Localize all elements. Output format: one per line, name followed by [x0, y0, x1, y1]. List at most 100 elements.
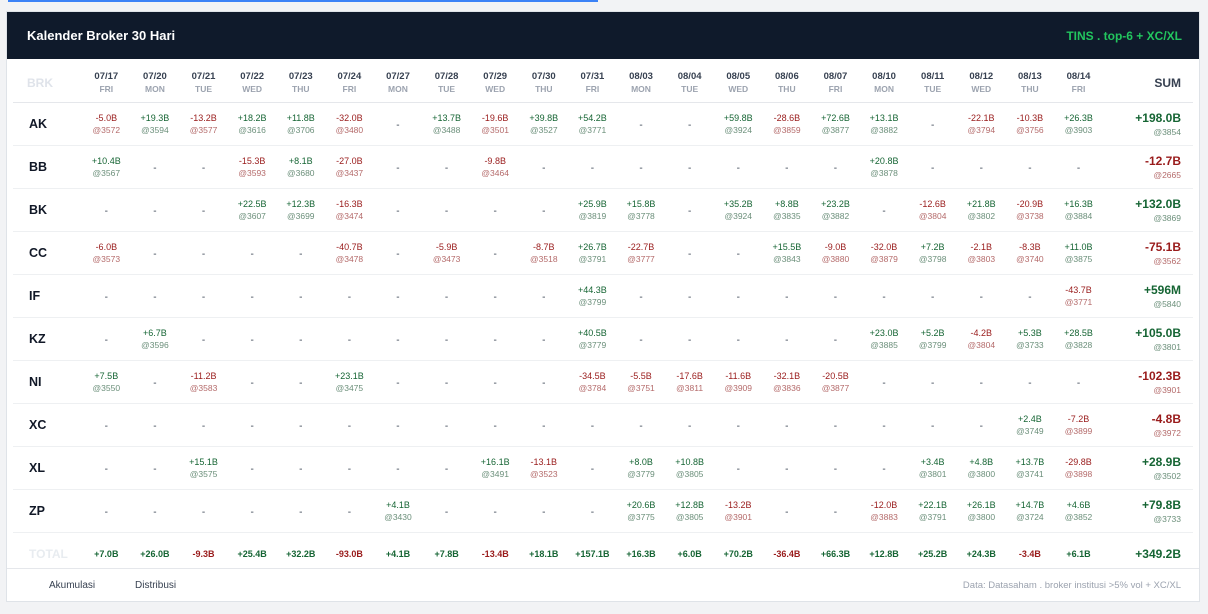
broker-day-cell[interactable]: - — [956, 274, 1006, 318]
broker-day-cell[interactable]: - — [130, 489, 180, 533]
broker-day-cell[interactable]: -19.6B @3501 — [470, 102, 520, 146]
broker-day-cell[interactable]: - — [519, 317, 569, 361]
broker-day-cell[interactable]: - — [713, 145, 763, 189]
broker-day-cell[interactable]: +16.1B @3491 — [470, 446, 520, 490]
broker-day-cell[interactable]: - — [519, 489, 569, 533]
broker-day-cell[interactable]: - — [373, 102, 423, 146]
broker-day-cell[interactable]: +28.5B @3828 — [1054, 317, 1103, 361]
broker-day-cell[interactable]: - — [373, 274, 423, 318]
broker-day-cell[interactable]: - — [519, 274, 569, 318]
broker-day-cell[interactable]: +8.1B @3680 — [276, 145, 326, 189]
broker-day-cell[interactable]: - — [227, 403, 277, 447]
broker-day-cell[interactable]: - — [908, 403, 957, 447]
broker-day-cell[interactable]: -22.7B @3777 — [616, 231, 666, 275]
broker-day-cell[interactable]: - — [713, 446, 763, 490]
broker-day-cell[interactable]: - — [908, 145, 957, 189]
broker-day-cell[interactable]: +4.6B @3852 — [1054, 489, 1103, 533]
broker-day-cell[interactable]: - — [276, 489, 326, 533]
broker-day-cell[interactable]: - — [1005, 360, 1055, 404]
broker-day-cell[interactable]: - — [82, 446, 131, 490]
broker-day-cell[interactable]: - — [325, 489, 374, 533]
broker-day-cell[interactable]: - — [762, 274, 812, 318]
broker-day-cell[interactable]: - — [859, 403, 909, 447]
broker-day-cell[interactable]: - — [1054, 360, 1103, 404]
broker-day-cell[interactable]: - — [470, 274, 520, 318]
broker-day-cell[interactable]: +7.2B @3798 — [908, 231, 957, 275]
broker-day-cell[interactable]: +11.8B @3706 — [276, 102, 326, 146]
broker-day-cell[interactable]: - — [665, 188, 714, 232]
broker-day-cell[interactable]: +5.3B @3733 — [1005, 317, 1055, 361]
broker-day-cell[interactable]: - — [1005, 274, 1055, 318]
legend-akumulasi[interactable]: Akumulasi — [49, 579, 96, 591]
broker-day-cell[interactable]: - — [811, 274, 860, 318]
broker-day-cell[interactable]: -16.3B @3474 — [325, 188, 374, 232]
broker-day-cell[interactable]: - — [713, 231, 763, 275]
broker-day-cell[interactable]: - — [568, 489, 617, 533]
broker-day-cell[interactable]: - — [859, 446, 909, 490]
broker-day-cell[interactable]: - — [179, 231, 228, 275]
broker-day-cell[interactable]: - — [665, 231, 714, 275]
broker-day-cell[interactable]: - — [373, 188, 423, 232]
broker-day-cell[interactable]: - — [82, 403, 131, 447]
broker-day-cell[interactable]: - — [179, 403, 228, 447]
broker-day-cell[interactable]: - — [811, 317, 860, 361]
broker-day-cell[interactable]: - — [762, 403, 812, 447]
broker-day-cell[interactable]: +13.7B @3488 — [422, 102, 471, 146]
broker-day-cell[interactable]: +25.9B @3819 — [568, 188, 617, 232]
broker-day-cell[interactable]: - — [470, 403, 520, 447]
broker-day-cell[interactable]: +6.7B @3596 — [130, 317, 180, 361]
broker-day-cell[interactable]: - — [325, 317, 374, 361]
broker-day-cell[interactable]: - — [956, 403, 1006, 447]
broker-day-cell[interactable]: - — [276, 317, 326, 361]
broker-day-cell[interactable]: - — [130, 145, 180, 189]
broker-day-cell[interactable]: - — [568, 403, 617, 447]
broker-day-cell[interactable]: +5.2B @3799 — [908, 317, 957, 361]
broker-day-cell[interactable]: - — [713, 274, 763, 318]
broker-day-cell[interactable]: - — [179, 274, 228, 318]
broker-day-cell[interactable]: - — [179, 145, 228, 189]
broker-day-cell[interactable]: -11.6B @3909 — [713, 360, 763, 404]
broker-day-cell[interactable]: - — [422, 403, 471, 447]
broker-day-cell[interactable]: - — [519, 145, 569, 189]
broker-day-cell[interactable]: +23.1B @3475 — [325, 360, 374, 404]
broker-day-cell[interactable]: - — [616, 274, 666, 318]
broker-day-cell[interactable]: -4.2B @3804 — [956, 317, 1006, 361]
broker-day-cell[interactable]: +39.8B @3527 — [519, 102, 569, 146]
broker-day-cell[interactable]: -32.0B @3879 — [859, 231, 909, 275]
broker-day-cell[interactable]: +35.2B @3924 — [713, 188, 763, 232]
broker-day-cell[interactable]: - — [179, 317, 228, 361]
broker-day-cell[interactable]: +4.1B @3430 — [373, 489, 423, 533]
broker-day-cell[interactable]: - — [908, 102, 957, 146]
broker-day-cell[interactable]: +22.1B @3791 — [908, 489, 957, 533]
broker-day-cell[interactable]: - — [276, 446, 326, 490]
broker-day-cell[interactable]: - — [276, 360, 326, 404]
broker-day-cell[interactable]: - — [422, 446, 471, 490]
broker-day-cell[interactable]: +54.2B @3771 — [568, 102, 617, 146]
broker-day-cell[interactable]: - — [568, 446, 617, 490]
broker-day-cell[interactable]: +26.1B @3800 — [956, 489, 1006, 533]
broker-day-cell[interactable]: -20.9B @3738 — [1005, 188, 1055, 232]
broker-day-cell[interactable]: - — [130, 274, 180, 318]
broker-day-cell[interactable]: -43.7B @3771 — [1054, 274, 1103, 318]
broker-day-cell[interactable]: - — [956, 145, 1006, 189]
broker-day-cell[interactable]: - — [373, 231, 423, 275]
broker-day-cell[interactable]: -8.7B @3518 — [519, 231, 569, 275]
broker-day-cell[interactable]: - — [665, 145, 714, 189]
broker-day-cell[interactable]: +20.6B @3775 — [616, 489, 666, 533]
broker-day-cell[interactable]: - — [227, 360, 277, 404]
broker-day-cell[interactable]: - — [373, 446, 423, 490]
broker-day-cell[interactable]: -27.0B @3437 — [325, 145, 374, 189]
broker-day-cell[interactable]: +10.4B @3567 — [82, 145, 131, 189]
broker-day-cell[interactable]: - — [227, 231, 277, 275]
broker-day-cell[interactable]: +23.2B @3882 — [811, 188, 860, 232]
broker-day-cell[interactable]: - — [227, 317, 277, 361]
broker-day-cell[interactable]: - — [811, 489, 860, 533]
broker-day-cell[interactable]: - — [470, 188, 520, 232]
broker-day-cell[interactable]: - — [859, 360, 909, 404]
broker-day-cell[interactable]: +23.0B @3885 — [859, 317, 909, 361]
broker-day-cell[interactable]: -5.9B @3473 — [422, 231, 471, 275]
broker-day-cell[interactable]: +14.7B @3724 — [1005, 489, 1055, 533]
broker-day-cell[interactable]: - — [519, 188, 569, 232]
broker-day-cell[interactable]: +19.3B @3594 — [130, 102, 180, 146]
broker-day-cell[interactable]: +72.6B @3877 — [811, 102, 860, 146]
